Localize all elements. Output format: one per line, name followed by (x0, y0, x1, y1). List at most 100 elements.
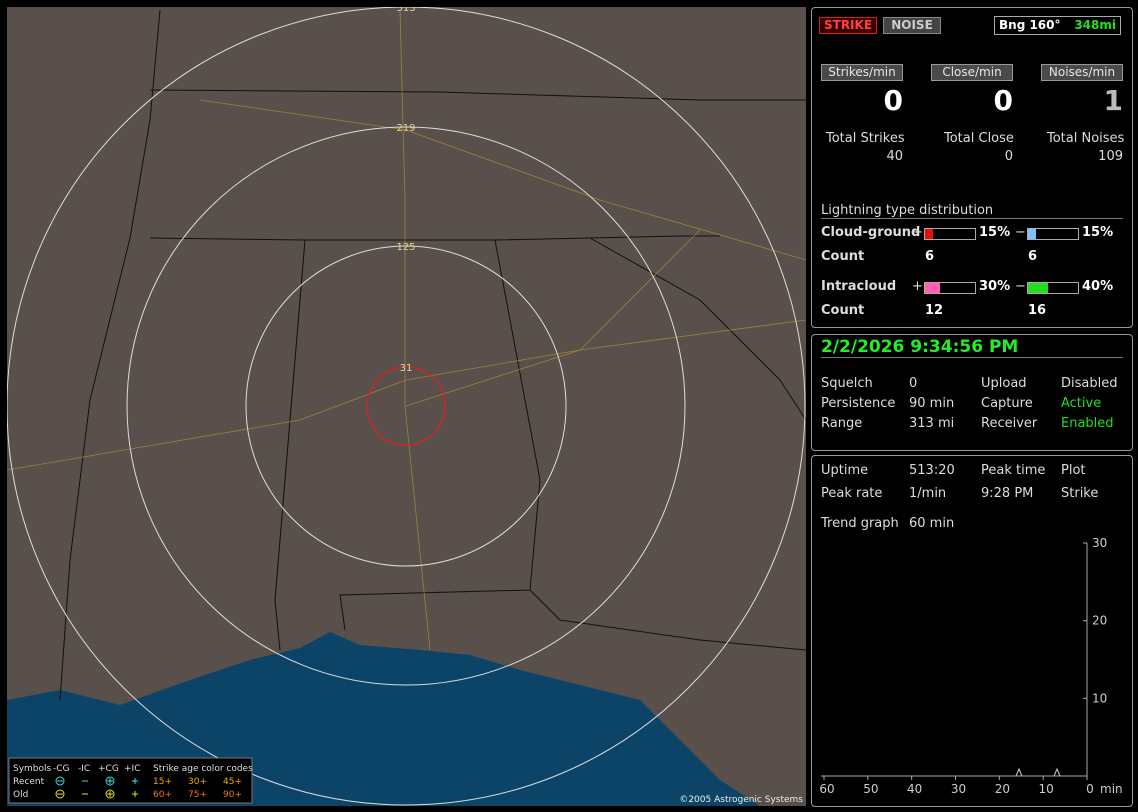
age-code: 75+ (188, 790, 207, 800)
total-label: Total Close (944, 131, 1014, 146)
rate-value: 1 (1103, 84, 1123, 117)
sign: − (1015, 279, 1026, 294)
ring-label: 31 (400, 363, 413, 374)
bar-track (1027, 282, 1079, 294)
legend-label: Recent (13, 777, 45, 787)
bar-fill (1028, 283, 1048, 293)
distance: 348mi (1074, 18, 1116, 32)
x-tick-label: 30 (951, 782, 966, 796)
bearing-box: Bng 160° 348mi (994, 16, 1121, 35)
bar-track (1027, 228, 1079, 240)
field: Peak time (981, 463, 1046, 478)
bar-fill (1028, 229, 1036, 239)
field: Enabled (1061, 416, 1114, 431)
legend-label: +CG (98, 764, 119, 774)
x-tick-label: 10 (1039, 782, 1054, 796)
count: 16 (1028, 303, 1047, 318)
type-label: Intracloud (821, 279, 897, 294)
total-label: Total Noises (1047, 131, 1125, 146)
field: Disabled (1061, 376, 1118, 391)
sign: − (1015, 225, 1026, 240)
copyright: ©2005 Astrogenic Systems (679, 795, 803, 805)
field: Uptime (821, 463, 869, 478)
y-tick-label: 20 (1092, 614, 1107, 628)
age-code: 45+ (223, 777, 242, 787)
trend-graph: 30 20 10 60 50 40 30 20 10 0 min (819, 536, 1123, 796)
percent: 40% (1082, 279, 1114, 294)
panel (811, 334, 1133, 451)
field: Trend graph (821, 516, 899, 531)
field: Peak rate (821, 486, 883, 501)
legend: Symbols -CG -IC +CG +IC Strike age color… (8, 757, 253, 804)
rate-value: 0 (993, 84, 1013, 117)
bearing: Bng 160° (999, 18, 1061, 32)
legend-label: +IC (124, 764, 140, 774)
legend-label: -CG (53, 764, 70, 774)
range-rings (7, 7, 806, 806)
trend-line (1015, 767, 1061, 777)
rate-value: 0 (883, 84, 903, 117)
datetime: 2/2/2026 9:34:56 PM (821, 337, 1123, 358)
sign: + (912, 225, 923, 240)
sign: + (912, 279, 923, 294)
close-ring (366, 366, 446, 446)
field: Receiver (981, 416, 1038, 431)
field: 9:28 PM (981, 486, 1034, 501)
noise-mode[interactable]: NOISE (883, 17, 941, 34)
x-unit: min (1100, 782, 1123, 796)
field: Squelch (821, 376, 873, 391)
field: 90 min (909, 396, 955, 411)
field: 60 min (909, 516, 955, 531)
total-label: Total Strikes (826, 131, 905, 146)
percent: 15% (979, 225, 1011, 240)
field: Persistence (821, 396, 896, 411)
x-tick-label: 60 (819, 782, 834, 796)
legend-symbols (55, 776, 138, 799)
bar-track (924, 228, 976, 240)
age-code: 30+ (188, 777, 207, 787)
legend-label: Symbols (13, 764, 52, 774)
rate-label: Close/min (931, 64, 1013, 81)
field: Active (1061, 396, 1102, 411)
total-value: 0 (1004, 149, 1013, 164)
count: 6 (1028, 249, 1038, 264)
ring-label: 219 (396, 123, 415, 134)
age-code: 90+ (223, 790, 242, 800)
x-tick-label: 20 (995, 782, 1010, 796)
count: 6 (925, 249, 935, 264)
field: 1/min (909, 486, 947, 501)
dist-title: Lightning type distribution (821, 203, 1123, 219)
field: 313 mi (909, 416, 955, 431)
x-tick-label: 50 (863, 782, 878, 796)
count: 12 (925, 303, 944, 318)
y-tick-label: 30 (1092, 536, 1107, 550)
strike-mode[interactable]: STRIKE (819, 17, 877, 34)
map: 313 219 125 31 ©2005 Astrogenic Systems … (7, 3, 806, 806)
field: Plot (1061, 463, 1086, 478)
percent: 30% (979, 279, 1011, 294)
field: 513:20 (909, 463, 955, 478)
panel (811, 455, 1133, 807)
roads (7, 9, 806, 651)
ring-label: 125 (396, 242, 415, 253)
borders (59, 9, 806, 701)
panel (811, 7, 1133, 328)
legend-label: Old (13, 790, 28, 800)
bar-fill (925, 283, 940, 293)
x-tick-label: 0 (1086, 782, 1094, 796)
bar-track (924, 282, 976, 294)
y-tick-label: 10 (1092, 691, 1107, 705)
ring-label: 313 (396, 3, 415, 14)
age-code: 60+ (153, 790, 172, 800)
field: Upload (981, 376, 1027, 391)
total-value: 40 (886, 149, 903, 164)
field: 0 (909, 376, 918, 391)
legend-label: -IC (78, 764, 90, 774)
count-label: Count (821, 249, 865, 264)
rate-label: Strikes/min (821, 64, 903, 81)
field: Strike (1061, 486, 1099, 501)
percent: 15% (1082, 225, 1114, 240)
total-value: 109 (1098, 149, 1123, 164)
legend-label: Strike age color codes (153, 764, 253, 774)
